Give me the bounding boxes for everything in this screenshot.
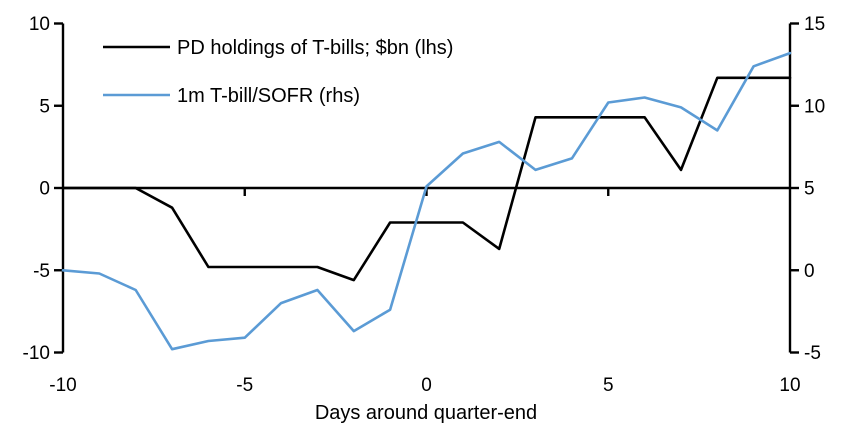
x-axis-tick-label: 0 <box>421 375 432 396</box>
left-axis-tick-label: 5 <box>39 96 50 117</box>
right-axis-tick-label: 10 <box>804 96 825 117</box>
legend-label-pd-holdings: PD holdings of T-bills; $bn (lhs) <box>177 37 453 59</box>
left-axis-ticks: 10 5 0 -5 -10 <box>23 14 63 364</box>
series-line-pd-holdings <box>61 76 792 282</box>
x-axis-tick-label: -5 <box>236 375 253 396</box>
x-axis-tick-label: 5 <box>603 375 614 396</box>
right-axis-ticks: 15 10 5 0 -5 <box>790 14 825 364</box>
left-axis-tick-label: 10 <box>29 14 50 35</box>
left-axis-tick-label: 0 <box>39 179 50 200</box>
right-axis-tick-label: 5 <box>804 179 815 200</box>
series-line-tbill-sofr <box>61 51 792 351</box>
left-axis-tick-label: -10 <box>23 343 50 364</box>
legend: PD holdings of T-bills; $bn (lhs) 1m T-b… <box>103 37 453 107</box>
right-axis-tick-label: 15 <box>804 14 825 35</box>
x-axis-tick-label: -10 <box>49 375 76 396</box>
right-axis-tick-label: -5 <box>804 343 821 364</box>
x-axis-tick-label: 10 <box>779 375 800 396</box>
legend-label-tbill-sofr: 1m T-bill/SOFR (rhs) <box>177 85 360 107</box>
x-axis-ticks: -10 -5 0 5 10 <box>49 188 801 396</box>
right-axis-tick-label: 0 <box>804 261 815 282</box>
left-axis-tick-label: -5 <box>33 261 50 282</box>
series-lines <box>61 51 792 351</box>
x-axis-title: Days around quarter-end <box>315 402 537 424</box>
